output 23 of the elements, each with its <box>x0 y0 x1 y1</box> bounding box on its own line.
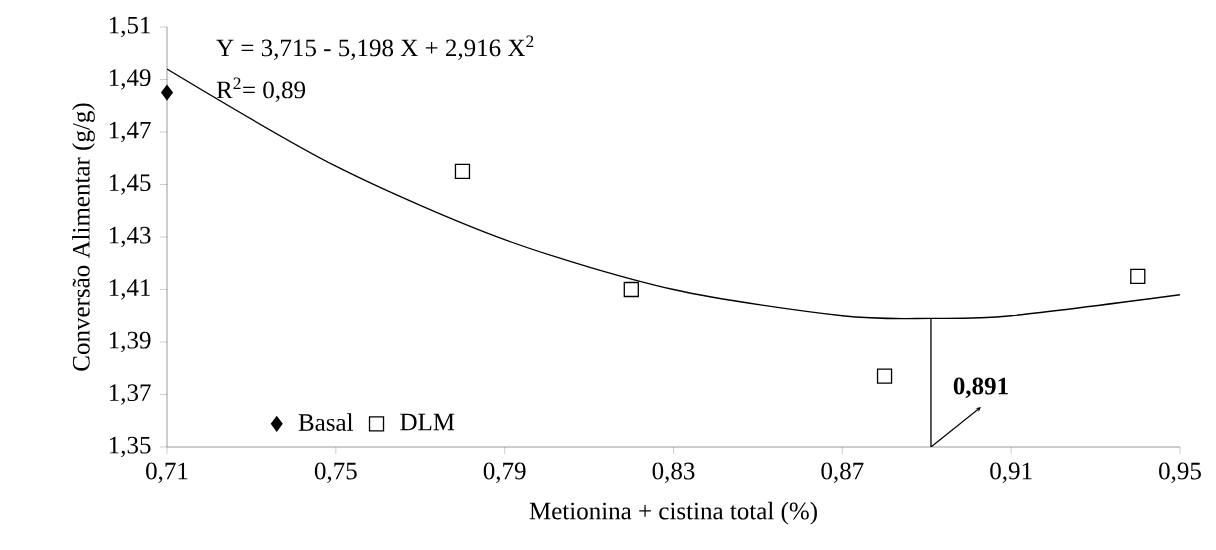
legend-label: Basal <box>298 413 354 431</box>
y-tick-label: 1,41 <box>109 279 150 300</box>
y-tick-label: 1,49 <box>109 69 151 90</box>
x-tick-label: 0,87 <box>821 462 864 483</box>
y-tick-label: 1,51 <box>109 16 150 38</box>
annotation: 0,891 <box>953 377 1008 399</box>
y-tick-label: 1,43 <box>109 226 151 248</box>
x-axis-title: Metionina + cistina total (%) <box>529 501 817 525</box>
y-tick-label: 1,45 <box>109 174 151 195</box>
annotation: R$^{2}$= 0,89 <box>216 77 306 102</box>
y-tick-label: 1,35 <box>109 436 151 458</box>
y-tick-label: 1,47 <box>109 121 151 143</box>
y-axis-title: Conversão Alimentar (g/g) <box>72 103 95 371</box>
x-tick-label: 0,71 <box>146 462 188 483</box>
annotation: Y = 3,715 - 5,198 X + 2,916 X$^{2}$ <box>216 35 534 60</box>
x-tick-label: 0,75 <box>314 462 357 483</box>
x-tick-label: 0,91 <box>990 462 1032 483</box>
x-tick-label: 0,79 <box>483 462 526 483</box>
y-tick-label: 1,39 <box>109 331 151 353</box>
x-tick-label: 0,83 <box>652 462 695 483</box>
legend-label: DLM <box>400 413 455 431</box>
x-tick-label: 0,95 <box>1159 462 1201 483</box>
y-tick-label: 1,37 <box>109 384 151 405</box>
